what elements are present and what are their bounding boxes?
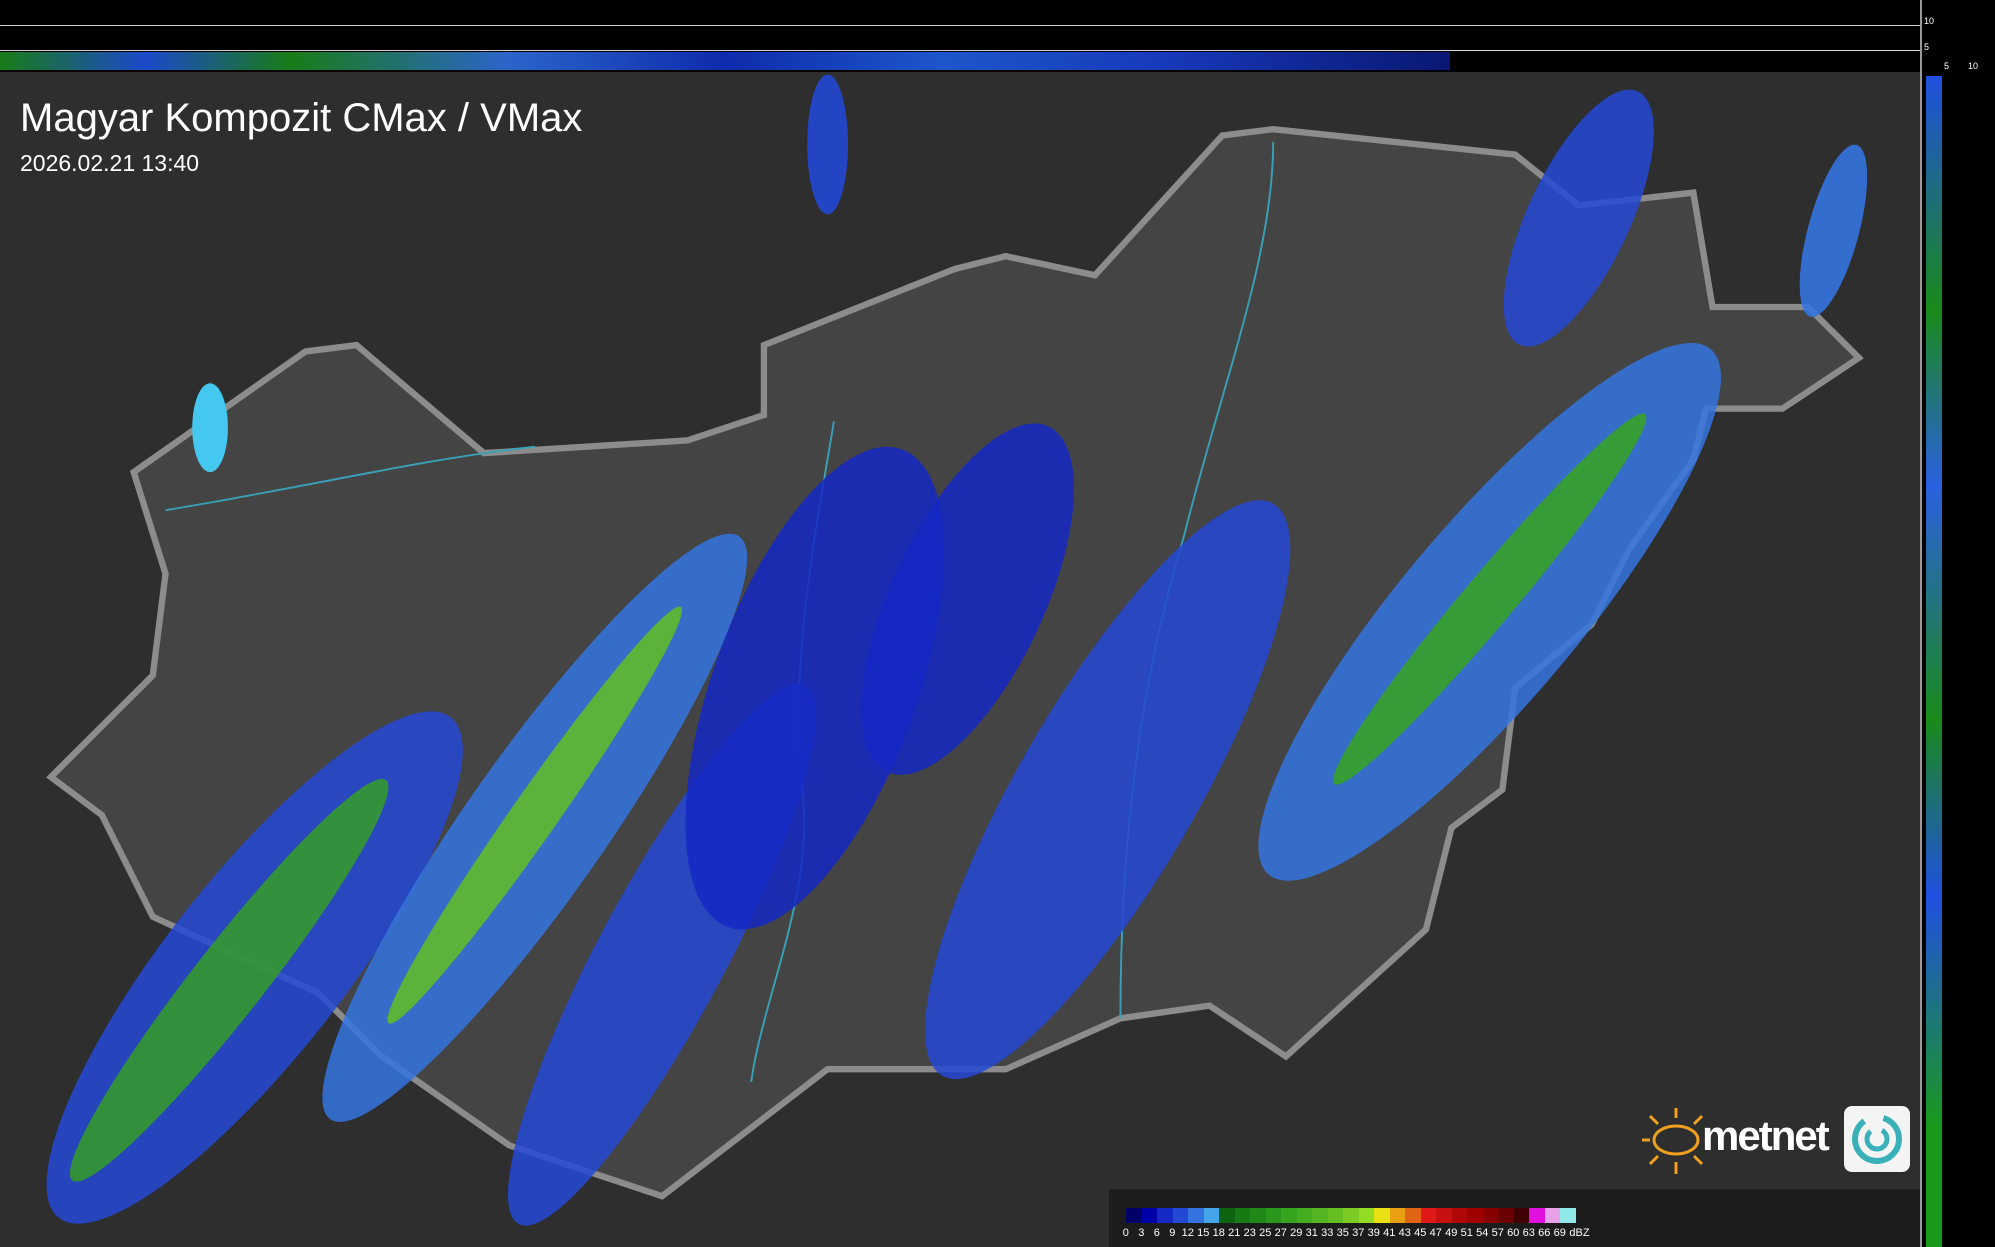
legend-swatch (1498, 1208, 1514, 1223)
legend-label: 12 (1181, 1227, 1194, 1239)
dbz-color-legend: 0 3 6 9 12 15 18 21 23 25 27 29 31 33 35 37 39 41 43 45 47 49… (1109, 1189, 1920, 1247)
legend-label: 23 (1243, 1227, 1256, 1239)
legend-swatch (1327, 1208, 1343, 1223)
radar-echoes (46, 74, 1868, 1226)
legend-label: 49 (1445, 1227, 1458, 1239)
legend-swatch (1436, 1208, 1452, 1223)
legend-label: 29 (1290, 1227, 1303, 1239)
legend-swatch (1203, 1208, 1219, 1223)
legend-label: 31 (1305, 1227, 1318, 1239)
legend-swatch (1420, 1208, 1436, 1223)
legend-label: 60 (1507, 1227, 1520, 1239)
legend-label: 51 (1460, 1227, 1473, 1239)
legend-swatch (1374, 1208, 1390, 1223)
legend-swatch (1343, 1208, 1359, 1223)
legend-label: 47 (1429, 1227, 1442, 1239)
legend-label: 33 (1321, 1227, 1334, 1239)
legend-swatch (1405, 1208, 1421, 1223)
axis-tick: 10 (1968, 61, 1979, 71)
legend-swatch (1234, 1208, 1250, 1223)
legend-unit: dBZ (1569, 1227, 1590, 1239)
sun-icon (1642, 1108, 1704, 1174)
legend-label: 3 (1138, 1227, 1145, 1239)
metnet-logo: metnet (1638, 1104, 1910, 1180)
legend-label: 69 (1553, 1227, 1566, 1239)
map-title: Magyar Kompozit CMax / VMax (20, 96, 583, 140)
legend-swatch (1188, 1208, 1204, 1223)
radar-map[interactable] (0, 72, 1920, 1247)
legend-swatch (1265, 1208, 1281, 1223)
axis-gridline (0, 25, 1920, 26)
legend-label: 15 (1197, 1227, 1210, 1239)
legend-swatch (1312, 1208, 1328, 1223)
legend-labels: 0 3 6 9 12 15 18 21 23 25 27 29 31 33 35 37 39 41 43 45 47 49… (1118, 1227, 1592, 1239)
axis-tick: 5 (1924, 42, 1930, 52)
legend-label: 66 (1538, 1227, 1551, 1239)
side-profile-reflectivity-strip (1926, 76, 1942, 1247)
legend-label: 41 (1383, 1227, 1396, 1239)
legend-label: 6 (1153, 1227, 1160, 1239)
swirl-icon (1844, 1106, 1910, 1172)
legend-label: 27 (1274, 1227, 1287, 1239)
legend-swatch (1250, 1208, 1266, 1223)
logo-text: metnet (1702, 1112, 1830, 1159)
legend-label: 0 (1122, 1227, 1129, 1239)
legend-swatch (1219, 1208, 1235, 1223)
legend-swatch (1529, 1208, 1545, 1223)
legend-swatch (1560, 1208, 1576, 1223)
legend-swatch (1544, 1208, 1560, 1223)
legend-label: 54 (1476, 1227, 1489, 1239)
legend-swatch (1358, 1208, 1374, 1223)
legend-label: 43 (1398, 1227, 1411, 1239)
legend-label: 18 (1212, 1227, 1225, 1239)
legend-label: 37 (1352, 1227, 1365, 1239)
legend-swatch (1126, 1208, 1142, 1223)
legend-label: 35 (1336, 1227, 1349, 1239)
legend-swatch (1141, 1208, 1157, 1223)
legend-label: 39 (1367, 1227, 1380, 1239)
legend-label: 63 (1522, 1227, 1535, 1239)
axis-gridline (0, 50, 1920, 51)
legend-label: 21 (1228, 1227, 1241, 1239)
top-profile-reflectivity-strip (0, 52, 1450, 70)
legend-swatch (1172, 1208, 1188, 1223)
legend-swatch (1296, 1208, 1312, 1223)
legend-swatches (1126, 1208, 1576, 1223)
axis-tick: 5 (1944, 61, 1950, 71)
legend-swatch (1467, 1208, 1483, 1223)
legend-label: 9 (1169, 1227, 1176, 1239)
map-graphics (46, 74, 1868, 1226)
map-timestamp: 2026.02.21 13:40 (20, 150, 200, 176)
legend-swatch (1451, 1208, 1467, 1223)
legend-swatch (1389, 1208, 1405, 1223)
legend-swatch (1482, 1208, 1498, 1223)
legend-label: 45 (1414, 1227, 1427, 1239)
legend-label: 57 (1491, 1227, 1504, 1239)
legend-swatch (1513, 1208, 1529, 1223)
legend-label: 25 (1259, 1227, 1272, 1239)
legend-swatch (1281, 1208, 1297, 1223)
axis-tick: 10 (1924, 16, 1935, 26)
legend-swatch (1157, 1208, 1173, 1223)
